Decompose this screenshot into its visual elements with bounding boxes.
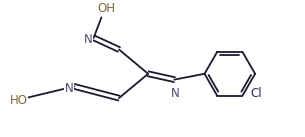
Text: N: N <box>84 33 93 46</box>
Text: N: N <box>171 87 180 100</box>
Text: Cl: Cl <box>250 87 262 100</box>
Text: OH: OH <box>97 2 115 15</box>
Text: HO: HO <box>9 94 27 107</box>
Text: N: N <box>64 82 73 95</box>
